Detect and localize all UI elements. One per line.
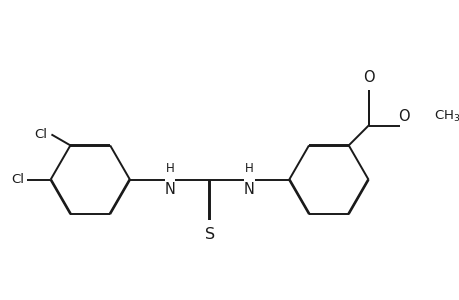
Text: Cl: Cl [11,173,25,186]
Text: H: H [245,162,253,175]
Text: N: N [164,182,175,197]
Text: S: S [204,227,214,242]
Text: Cl: Cl [34,128,47,141]
Text: CH$_3$: CH$_3$ [433,108,459,124]
Text: N: N [243,182,254,197]
Text: O: O [398,109,409,124]
Text: O: O [362,70,374,85]
Text: H: H [165,162,174,175]
